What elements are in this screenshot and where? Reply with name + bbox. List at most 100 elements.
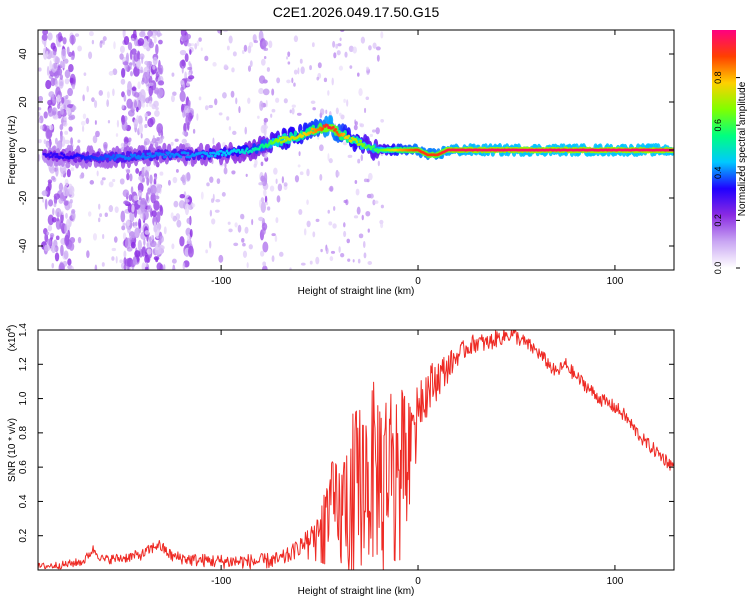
spectrogram-noise-cell [63, 104, 66, 110]
spectrogram-noise-cell [345, 199, 349, 206]
spectrogram-noise-cell [367, 228, 370, 233]
spectrogram-ridge-core [60, 152, 64, 155]
spectrogram-noise-cell [88, 51, 93, 60]
spectrogram-noise-cell [113, 41, 116, 50]
spectrogram-noise-cell [53, 195, 58, 205]
spectrogram-noise-cell [306, 220, 311, 228]
spectrogram-noise-cell [286, 79, 291, 84]
colorbar-tick-label: 0.0 [713, 262, 723, 275]
spectrogram-noise-cell [170, 141, 174, 146]
spectrogram-noise-cell [258, 182, 264, 186]
spectrogram-noise-cell [309, 260, 313, 265]
colorbar-tick-label: 0.4 [713, 167, 723, 180]
spectrogram-noise-cell [50, 245, 56, 249]
spectrogram-noise-cell [355, 188, 360, 196]
spectrogram-ridge-mid [173, 148, 177, 155]
spectrogram-noise-cell [357, 72, 360, 77]
spectrogram-noise-cell [291, 107, 295, 115]
spectrogram-noise-cell [106, 99, 110, 108]
spectrogram-noise-cell [54, 79, 59, 88]
spectrogram-noise-cell [148, 236, 152, 242]
spectrogram-noise-cell [99, 213, 103, 218]
spectrogram-noise-cell [243, 44, 248, 52]
spectrogram-noise-cell [98, 90, 104, 96]
spectrogram-noise-cell [377, 160, 380, 167]
spectrogram-noise-cell [53, 202, 57, 208]
spectrogram-noise-cell [359, 123, 364, 128]
spectrogram-noise-cell [145, 262, 148, 268]
spectrogram-ridge-core [359, 139, 362, 143]
spectrogram-noise-cell [258, 75, 266, 84]
spectrogram-noise-cell [122, 222, 126, 226]
spectrogram-noise-cell [99, 40, 103, 49]
spectrogram-noise-cell [312, 107, 316, 111]
spectrogram-noise-cell [152, 56, 158, 66]
spectrogram-ridge-core [55, 152, 59, 156]
spectrogram-noise-cell [260, 197, 265, 203]
spectrogram-noise-cell [145, 116, 148, 122]
spectrogram-noise-cell [260, 58, 266, 66]
spectrogram-noise-cell [230, 90, 235, 98]
spectrogram-noise-cell [56, 143, 59, 150]
spectrogram-noise-cell [348, 45, 354, 53]
snr-y-label: SNR (10 * v/v) [7, 418, 18, 482]
spectrogram-noise-cell [69, 199, 73, 204]
spectrogram-noise-cell [337, 171, 340, 177]
spectrogram-noise-cell [367, 261, 373, 265]
spectrogram-noise-cell [38, 107, 42, 111]
spectrogram-noise-cell [175, 168, 179, 173]
spectrogram-noise-cell [303, 228, 307, 236]
spectrogram-noise-cell [360, 36, 366, 44]
spectrogram-ridge-halo [198, 142, 204, 153]
spectrogram-noise-cell [130, 241, 136, 249]
spectrogram-noise-cell [102, 37, 106, 46]
spectrogram-noise-cell [155, 71, 159, 80]
spectrogram-noise-cell [70, 137, 73, 146]
spectrogram-noise-cell [247, 65, 252, 72]
figure-title: C2E1.2026.049.17.50.G15 [273, 4, 440, 20]
spectrogram-noise-cell [363, 178, 368, 183]
spectrogram-noise-cell [133, 100, 138, 109]
spectrogram-noise-cell [42, 124, 47, 132]
spectrogram-ridge-core [99, 155, 103, 159]
spectrogram-noise-cell [64, 234, 70, 246]
spectrogram-ridge-core [207, 154, 211, 158]
spectrogram-noise-cell [380, 31, 384, 39]
spectrogram-noise-cell [119, 178, 125, 185]
spectrogram-noise-cell [71, 84, 75, 90]
spectrogram-noise-cell [129, 173, 133, 182]
spectrogram-noise-cell [86, 85, 89, 93]
spectrogram-noise-cell [380, 204, 384, 209]
spectrogram-noise-cell [65, 94, 69, 100]
spectrogram-noise-cell [64, 69, 71, 79]
spectrogram-ridge-core [112, 154, 116, 157]
spectrogram-noise-cell [331, 77, 334, 86]
spectrogram-noise-cell [55, 235, 60, 241]
spectrogram-noise-cell [155, 257, 159, 263]
spectrogram-noise-cell [258, 199, 262, 208]
spectrogram-noise-cell [121, 114, 126, 126]
spectrogram-noise-cell [171, 72, 175, 77]
spectrogram-noise-cell [98, 217, 101, 223]
spectrogram-noise-cell [260, 201, 266, 213]
spectrogram-noise-cell [172, 91, 177, 96]
spectrogram-noise-cell [148, 82, 154, 87]
spectrogram-noise-cell [299, 171, 304, 176]
spectrogram-noise-cell [141, 262, 146, 270]
spectrogram-ridge-core [107, 155, 111, 158]
spectrogram-noise-cell [135, 168, 140, 174]
spectrogram-ridge-core [53, 152, 56, 156]
spectrogram-ridge-core [309, 130, 313, 134]
spectrogram-noise-cell [137, 81, 141, 90]
spectrogram-noise-cell [145, 169, 150, 180]
spectrogram-noise-cell [143, 141, 148, 146]
spectrogram-noise-cell [354, 121, 358, 126]
spectrogram-noise-cell [130, 37, 135, 42]
spectrogram-noise-cell [372, 42, 377, 49]
spectrogram-noise-cell [112, 68, 118, 76]
snr-multiplier-exp: 4 [6, 328, 13, 332]
spectrogram-noise-cell [221, 192, 226, 197]
spectrogram-noise-cell [296, 112, 302, 116]
spectrogram-noise-cell [87, 211, 92, 217]
snr-multiplier-close: ) [7, 325, 18, 328]
